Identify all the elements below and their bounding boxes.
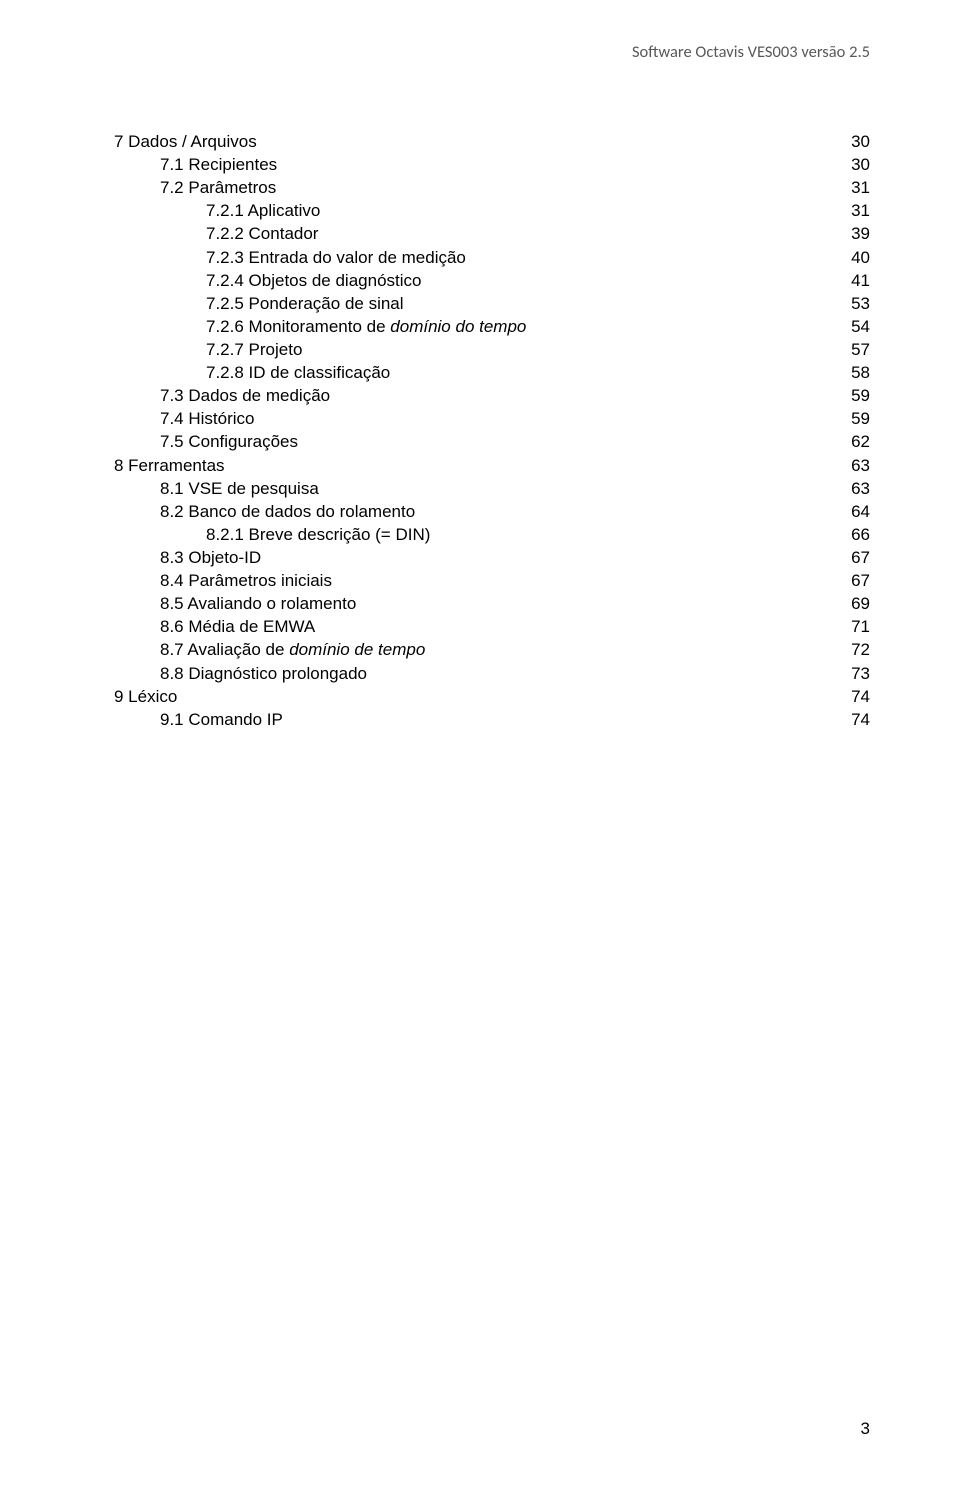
toc-label-italic: domínio do tempo (390, 317, 526, 336)
toc-label: 7.2.3 Entrada do valor de medição (206, 246, 840, 269)
toc-row: 7.2.5 Ponderação de sinal53 (114, 292, 870, 315)
toc-label: 8.8 Diagnóstico prolongado (160, 662, 840, 685)
toc-page: 31 (840, 199, 870, 222)
toc-label: 8 Ferramentas (114, 454, 840, 477)
toc-label: 8.2.1 Breve descrição (= DIN) (206, 523, 840, 546)
toc-page: 31 (840, 176, 870, 199)
document-page: Software Octavis VES003 versão 2.5 7 Dad… (0, 0, 960, 1485)
toc-page: 67 (840, 569, 870, 592)
toc-page: 41 (840, 269, 870, 292)
toc-row: 7.2.7 Projeto57 (114, 338, 870, 361)
toc-page: 57 (840, 338, 870, 361)
toc-row: 8.4 Parâmetros iniciais67 (114, 569, 870, 592)
toc-row: 7.2.1 Aplicativo31 (114, 199, 870, 222)
toc-row: 7.2.4 Objetos de diagnóstico41 (114, 269, 870, 292)
toc-row: 8.2.1 Breve descrição (= DIN)66 (114, 523, 870, 546)
toc-page: 74 (840, 708, 870, 731)
toc-label: 8.1 VSE de pesquisa (160, 477, 840, 500)
toc-label: 7.5 Configurações (160, 430, 840, 453)
toc-page: 66 (840, 523, 870, 546)
toc-page: 39 (840, 222, 870, 245)
toc-label: 7.2.2 Contador (206, 222, 840, 245)
toc-row: 7.5 Configurações62 (114, 430, 870, 453)
toc-page: 59 (840, 407, 870, 430)
toc-row: 7.2 Parâmetros31 (114, 176, 870, 199)
toc-row: 8 Ferramentas63 (114, 454, 870, 477)
toc-row: 7.3 Dados de medição59 (114, 384, 870, 407)
toc-row: 7.2.3 Entrada do valor de medição40 (114, 246, 870, 269)
toc-label: 7.2.8 ID de classificação (206, 361, 840, 384)
toc-row: 7.2.6 Monitoramento de domínio do tempo5… (114, 315, 870, 338)
toc-label: 7 Dados / Arquivos (114, 130, 840, 153)
toc-page: 59 (840, 384, 870, 407)
toc-label: 7.2.6 Monitoramento de domínio do tempo (206, 315, 840, 338)
toc-label: 7.1 Recipientes (160, 153, 840, 176)
toc-label: 8.2 Banco de dados do rolamento (160, 500, 840, 523)
toc-page: 74 (840, 685, 870, 708)
toc-page: 40 (840, 246, 870, 269)
toc-label: 7.3 Dados de medição (160, 384, 840, 407)
toc-row: 8.1 VSE de pesquisa63 (114, 477, 870, 500)
toc-label: 8.3 Objeto-ID (160, 546, 840, 569)
toc-row: 8.6 Média de EMWA71 (114, 615, 870, 638)
toc-row: 7.2.8 ID de classificação58 (114, 361, 870, 384)
toc-row: 8.2 Banco de dados do rolamento64 (114, 500, 870, 523)
toc-row: 7.4 Histórico59 (114, 407, 870, 430)
toc-label: 9.1 Comando IP (160, 708, 840, 731)
toc-label: 7.4 Histórico (160, 407, 840, 430)
toc-label: 9 Léxico (114, 685, 840, 708)
toc-page: 64 (840, 500, 870, 523)
toc-row: 9.1 Comando IP74 (114, 708, 870, 731)
toc-row: 9 Léxico74 (114, 685, 870, 708)
toc-row: 8.8 Diagnóstico prolongado73 (114, 662, 870, 685)
toc-page: 73 (840, 662, 870, 685)
page-header: Software Octavis VES003 versão 2.5 (632, 42, 870, 62)
toc-page: 62 (840, 430, 870, 453)
toc-label: 8.4 Parâmetros iniciais (160, 569, 840, 592)
toc-label: 7.2.5 Ponderação de sinal (206, 292, 840, 315)
toc-page: 67 (840, 546, 870, 569)
toc-label: 7.2.4 Objetos de diagnóstico (206, 269, 840, 292)
toc-row: 7.2.2 Contador39 (114, 222, 870, 245)
table-of-contents: 7 Dados / Arquivos307.1 Recipientes307.2… (114, 130, 870, 731)
toc-page: 58 (840, 361, 870, 384)
toc-row: 8.5 Avaliando o rolamento69 (114, 592, 870, 615)
toc-page: 63 (840, 454, 870, 477)
page-number: 3 (861, 1419, 870, 1439)
toc-row: 7 Dados / Arquivos30 (114, 130, 870, 153)
toc-label: 8.5 Avaliando o rolamento (160, 592, 840, 615)
toc-label-italic: domínio de tempo (289, 640, 425, 659)
toc-page: 30 (840, 153, 870, 176)
toc-page: 72 (840, 638, 870, 661)
toc-page: 30 (840, 130, 870, 153)
toc-label: 8.7 Avaliação de domínio de tempo (160, 638, 840, 661)
toc-label: 7.2.1 Aplicativo (206, 199, 840, 222)
toc-label: 7.2.7 Projeto (206, 338, 840, 361)
toc-label: 7.2 Parâmetros (160, 176, 840, 199)
toc-row: 7.1 Recipientes30 (114, 153, 870, 176)
toc-page: 71 (840, 615, 870, 638)
toc-row: 8.7 Avaliação de domínio de tempo72 (114, 638, 870, 661)
toc-page: 53 (840, 292, 870, 315)
toc-row: 8.3 Objeto-ID67 (114, 546, 870, 569)
toc-page: 69 (840, 592, 870, 615)
toc-label: 8.6 Média de EMWA (160, 615, 840, 638)
toc-page: 63 (840, 477, 870, 500)
toc-page: 54 (840, 315, 870, 338)
